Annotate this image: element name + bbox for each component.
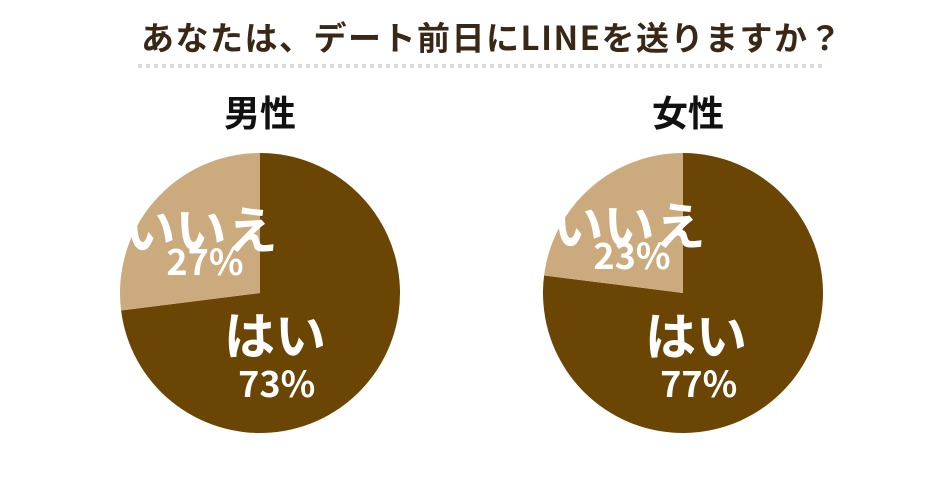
svg-text:23%: 23% [593,228,670,280]
svg-text:27%: 27% [166,234,243,286]
svg-text:77%: 77% [660,356,737,408]
svg-text:73%: 73% [238,356,315,408]
